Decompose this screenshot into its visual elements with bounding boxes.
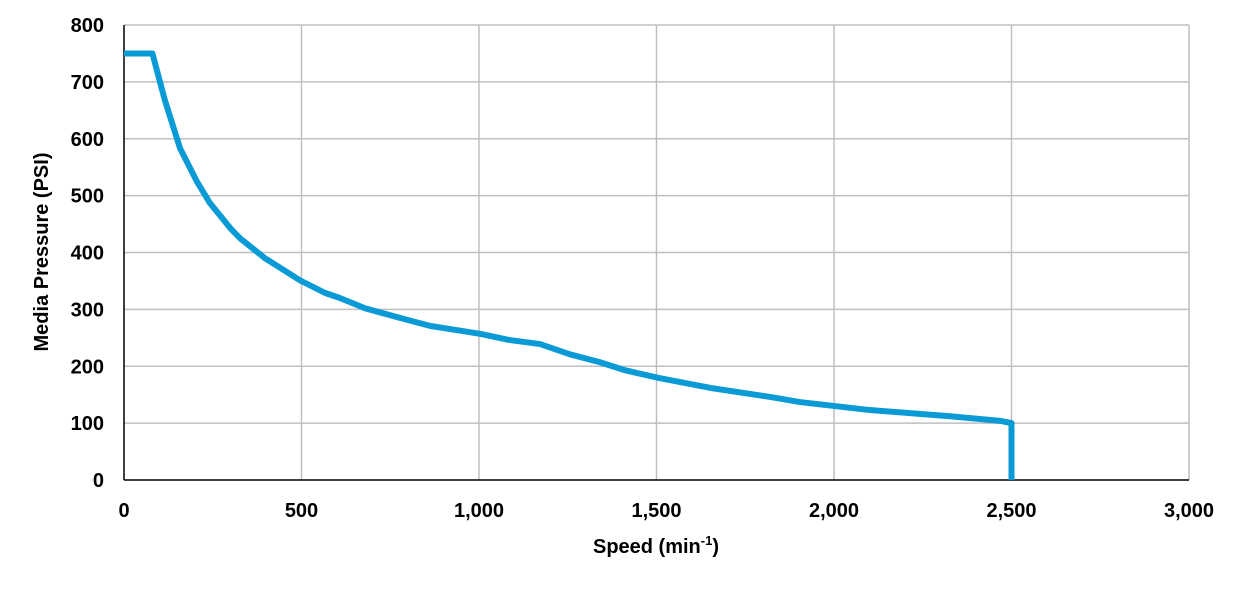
x-tick-label: 1,000 xyxy=(454,500,504,522)
series-line xyxy=(124,50,1015,480)
x-tick-label: 0 xyxy=(118,500,129,522)
x-tick-label: 2,500 xyxy=(986,500,1036,522)
y-tick-label: 600 xyxy=(71,129,104,151)
x-axis-label-end: ) xyxy=(712,536,719,558)
x-axis-label-sup: -1 xyxy=(701,533,713,548)
series xyxy=(124,50,1015,480)
y-tick-label: 300 xyxy=(71,299,104,321)
y-tick-label: 800 xyxy=(71,15,104,37)
y-tick-label: 100 xyxy=(71,413,104,435)
x-tick-label: 1,500 xyxy=(631,500,681,522)
grid xyxy=(123,24,1190,481)
y-tick-label: 0 xyxy=(93,470,104,492)
y-axis-label: Media Pressure (PSI) xyxy=(31,153,53,352)
y-tick-label: 400 xyxy=(71,243,104,265)
x-axis-label: Speed (min-1) xyxy=(593,533,719,558)
y-tick-label: 200 xyxy=(71,356,104,378)
tick-labels: 0 100 200 300 400 500 600 700 800 0 500 1,000 1,500 2… xyxy=(71,15,1214,522)
y-tick-label: 700 xyxy=(71,72,104,94)
x-tick-label: 500 xyxy=(285,500,318,522)
x-tick-label: 2,000 xyxy=(809,500,859,522)
x-axis-label-main: Speed (min xyxy=(593,536,701,558)
x-tick-label: 3,000 xyxy=(1164,500,1214,522)
y-tick-label: 500 xyxy=(71,186,104,208)
